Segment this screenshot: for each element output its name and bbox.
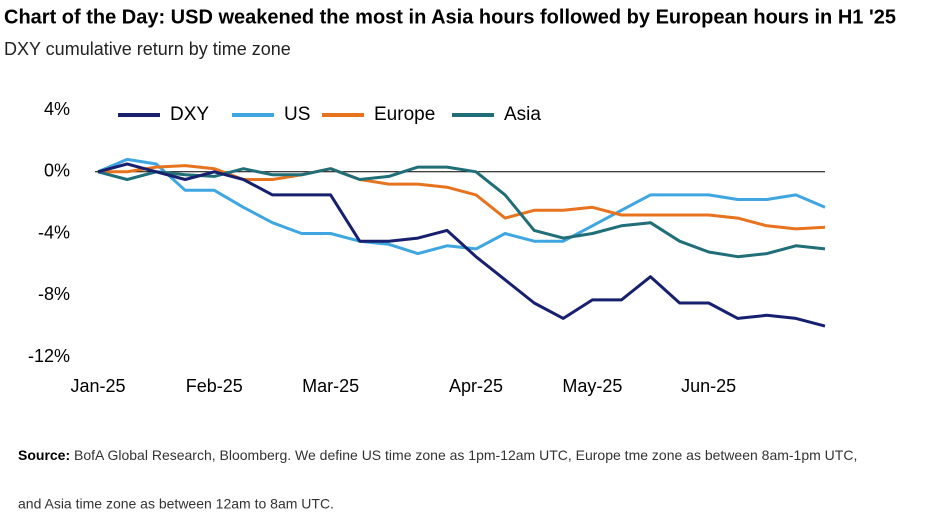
- legend-label: US: [284, 104, 310, 125]
- chart-subtitle: DXY cumulative return by time zone: [4, 39, 291, 59]
- legend-label: Asia: [504, 104, 541, 125]
- legend-label: Europe: [374, 104, 435, 125]
- legend-label: DXY: [170, 104, 209, 125]
- chart-title: Chart of the Day: USD weakened the most …: [4, 6, 896, 28]
- x-tick-label: Mar-25: [302, 376, 359, 396]
- x-tick-label: Jan-25: [70, 376, 125, 396]
- x-tick-label: Jun-25: [681, 376, 736, 396]
- series-line: [97, 165, 826, 259]
- y-tick-label: -12%: [28, 346, 70, 366]
- x-tick-label: Feb-25: [186, 376, 243, 396]
- y-tick-label: 0%: [44, 161, 70, 181]
- source: Source: BofA Global Research, Bloomberg.…: [18, 447, 857, 463]
- y-tick-label: -8%: [38, 284, 70, 304]
- x-tick-label: May-25: [562, 376, 622, 396]
- source-text: BofA Global Research, Bloomberg. We defi…: [74, 447, 857, 463]
- series-line: [97, 162, 826, 328]
- y-tick-label: -4%: [38, 222, 70, 242]
- x-tick-label: Apr-25: [449, 376, 503, 396]
- series-line: [98, 164, 826, 231]
- y-tick-label: 4%: [44, 99, 70, 119]
- source-text: and Asia time zone as between 12am to 8a…: [18, 496, 334, 512]
- source-label: Source:: [18, 447, 70, 463]
- series-line: [97, 157, 826, 256]
